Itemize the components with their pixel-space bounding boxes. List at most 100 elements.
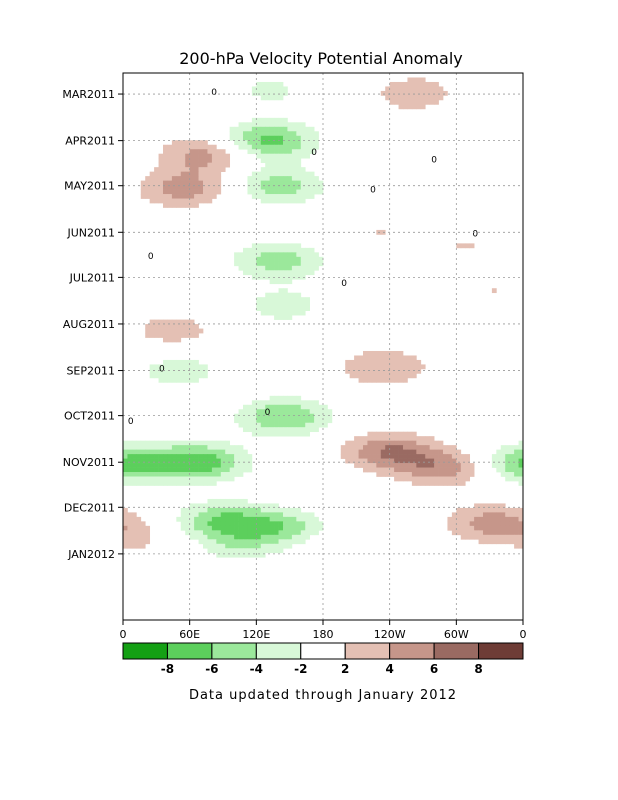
heatmap-cell [251,135,257,141]
heatmap-cell [234,445,239,450]
heatmap-cell [398,368,404,374]
heatmap-cell [496,503,502,509]
heatmap-cell [309,135,315,141]
heatmap-cell [376,436,382,441]
heatmap-cell [216,534,222,540]
heatmap-cell [296,297,302,303]
heatmap-cell [131,512,137,518]
heatmap-cell [185,525,191,531]
heatmap-cell [300,534,306,540]
heatmap-cell [211,521,217,527]
heatmap-cell [260,427,266,433]
heatmap-cell [354,368,359,374]
heatmap-cell [154,445,159,450]
heatmap-cell [443,481,448,486]
heatmap-cell [496,530,502,536]
heatmap-cell [385,90,391,96]
heatmap-cell [327,413,333,419]
heatmap-cell [376,359,382,365]
heatmap-cell [305,516,311,522]
heatmap-cell [300,310,306,316]
colorbar-swatch [255,642,302,660]
heatmap-cell [203,449,208,455]
heatmap-cell [238,131,244,137]
heatmap-cell [518,440,524,446]
heatmap-cell [207,153,213,159]
heatmap-cell [225,454,231,459]
heatmap-cell [269,256,275,262]
heatmap-cell [505,534,511,540]
heatmap-cell [411,81,417,87]
heatmap-cell [287,185,293,190]
heatmap-cell [460,472,466,477]
heatmap-cell [469,516,475,522]
heatmap-cell [176,472,182,477]
heatmap-cell [131,521,137,527]
heatmap-cell [469,521,475,527]
heatmap-cell [216,543,222,549]
heatmap-cell [318,256,324,262]
heatmap-cell [207,176,213,181]
heatmap-cell [234,413,239,419]
heatmap-cell [131,440,137,446]
heatmap-cell [198,525,204,531]
heatmap-cell [260,539,266,545]
y-tick-label: DEC2011 [64,501,115,514]
heatmap-cell [185,149,191,155]
heatmap-cell [438,458,444,464]
heatmap-cell [274,252,279,258]
heatmap-cell [136,449,142,455]
heatmap-cell [243,413,248,419]
heatmap-cell [194,176,199,181]
heatmap-cell [420,445,426,450]
heatmap-cell [140,539,146,545]
heatmap-cell [300,413,306,419]
heatmap-cell [434,476,439,482]
heatmap-cell [380,350,386,356]
heatmap-cell [447,449,453,455]
heatmap-cell [403,81,408,87]
heatmap-cell [225,512,231,518]
heatmap-cell [216,167,222,172]
heatmap-cell [251,503,257,509]
heatmap-cell [238,543,244,549]
heatmap-cell [291,422,297,428]
heatmap-cell [411,364,417,370]
heatmap-cell [265,185,271,190]
heatmap-cell [180,144,186,150]
y-tick-label: AUG2011 [63,318,115,331]
heatmap-cell [203,162,208,168]
heatmap-cell [171,171,177,177]
heatmap-cell [283,122,288,128]
heatmap-cell [243,548,248,554]
heatmap-cell [371,458,377,464]
heatmap-cell [305,247,311,253]
heatmap-cell [283,534,288,540]
heatmap-cell [456,243,462,249]
heatmap-cell [398,454,404,459]
heatmap-cell [234,135,239,141]
heatmap-cell [318,180,324,186]
heatmap-cell [283,507,288,513]
heatmap-cell [123,543,128,549]
heatmap-cell [287,395,293,401]
heatmap-cell [167,373,173,379]
heatmap-cell [149,373,155,379]
heatmap-cell [274,279,279,285]
heatmap-cell [260,189,266,195]
heatmap-cell [283,404,288,410]
heatmap-cell [185,203,191,208]
heatmap-cell [234,449,239,455]
heatmap-cell [251,552,257,558]
heatmap-cell [314,516,319,522]
heatmap-cell [189,503,195,509]
heatmap-cell [123,476,128,482]
heatmap-cell [269,548,275,554]
heatmap-cell [283,194,288,199]
heatmap-cell [443,454,448,459]
heatmap-cell [407,440,413,446]
heatmap-cell [127,481,133,486]
heatmap-cell [127,543,133,549]
heatmap-cell [380,377,386,383]
